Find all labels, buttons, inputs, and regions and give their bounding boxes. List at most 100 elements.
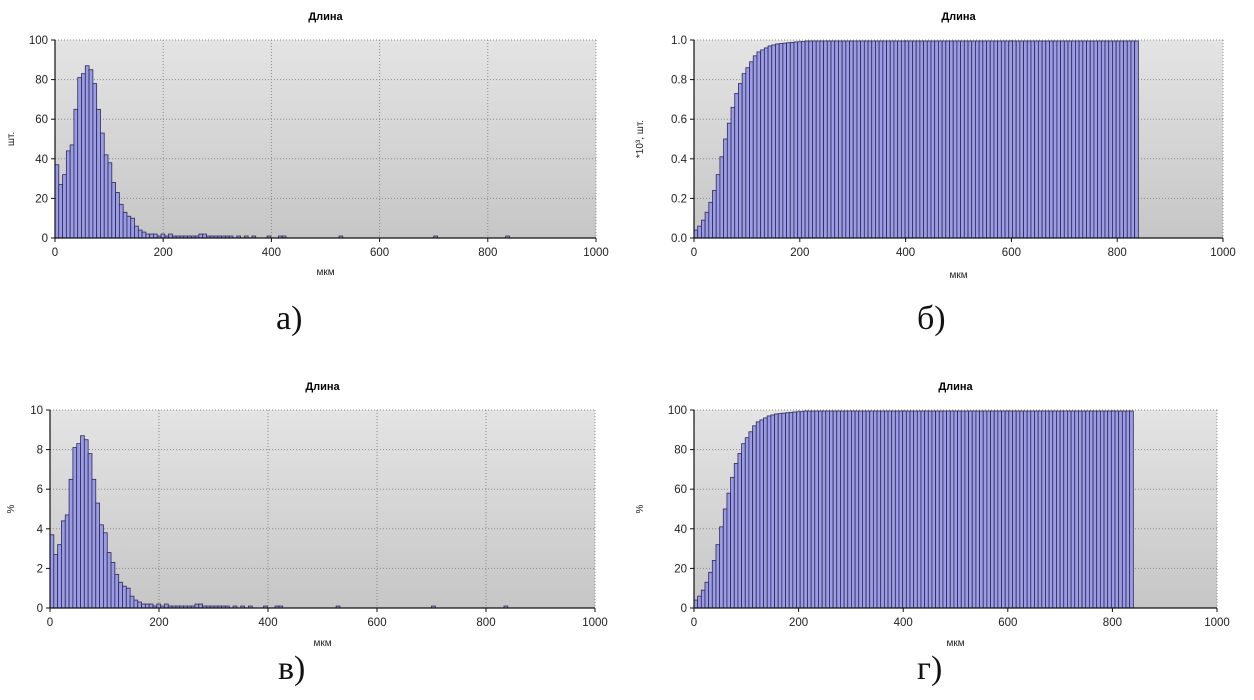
cumulative-bar [719,156,725,239]
histogram-a: 0 200 400 600 800 1000 0 20 40 60 80 100 Длина мкм шт. [6,11,609,278]
caption-v: в) [278,650,306,687]
cumulative-bar [1078,40,1084,239]
chart-panel-a: 0 200 400 600 800 1000 0 20 40 60 80 100 Длина мкм шт.… [0,0,627,337]
cumulative-bar [887,410,893,609]
x-tick-label: 400 [258,617,277,629]
cumulative-bar [1129,410,1134,609]
cumulative-bar [1078,410,1083,609]
cumulative-bar [1004,40,1010,239]
y-tick-label: 60 [35,114,48,126]
cumulative-bar [952,40,958,239]
cumulative-bar [971,410,977,609]
bar [91,478,97,609]
cumulative-bar [797,41,802,239]
x-tick-label: 1000 [582,617,608,629]
cumulative-bar [774,413,779,609]
cumulative-bar [752,55,758,239]
cumulative-bar [807,410,812,609]
x-tick-label: 0 [691,617,697,629]
cumulative-bar [997,410,1002,609]
cumulative-bar [945,40,950,239]
x-tick-label: 200 [789,617,808,629]
x-tick-label: 1000 [583,247,609,259]
cumulative-bar [808,40,813,239]
cumulative-bar [971,40,976,239]
cumulative-bar [909,410,915,609]
cumulative-bar [912,40,917,239]
cumulative-bar [979,410,984,609]
cumulative-bar [1115,40,1121,239]
y-tick-label: 80 [674,445,687,457]
y-tick-label: 60 [674,484,687,496]
x-axis-label: мкм [946,638,964,649]
cumulative-bar [1070,410,1076,609]
bar [64,514,70,609]
cumulative-bar [775,43,780,239]
cumulative-bar [1000,40,1006,239]
cumulative-bar [821,410,827,609]
cumulative-bar [763,417,768,609]
cumulative-bar [788,411,794,609]
bar [100,132,105,239]
cumulative-bar [963,40,969,239]
cumulative-bar [1049,40,1054,239]
y-tick-label: 40 [35,154,48,166]
bar [107,162,113,239]
cumulative-bar [1019,410,1024,609]
bar [81,73,86,239]
cumulative-bar [745,67,750,239]
cumulative-bar [863,40,869,239]
cumulative-bar [697,225,702,239]
cumulative-bar [1067,410,1072,609]
cumulative-bar [916,410,922,609]
y-tick-label: 4 [37,524,44,536]
bar [141,231,147,239]
cumulative-bar [1052,40,1058,239]
bar [126,215,132,239]
cumulative-bar [919,40,924,239]
cumulative-bar [1119,40,1124,239]
cumulative-bar [960,410,966,609]
y-tick-label: 0.0 [671,233,687,245]
cumulative-bar [871,40,876,239]
cumulative-bar [957,410,962,609]
cumulative-bar [701,219,706,239]
x-tick-label: 600 [1002,247,1021,259]
y-tick-label: 0.6 [671,114,687,126]
cumulative-bar [1023,40,1028,239]
cumulative-bar [930,40,936,239]
cumulative-bar [836,410,841,609]
bar [103,154,109,239]
bar [62,174,67,239]
x-tick-label: 600 [370,247,389,259]
cumulative-bar [1041,410,1046,609]
cumulative-bar [905,410,911,609]
cumulative-bar [927,410,933,609]
y-tick-label: 20 [35,193,48,205]
y-tick-label: 20 [674,563,687,575]
bar [53,554,59,609]
cumulative-bar [712,190,717,239]
plot-area [55,40,596,238]
cumulative-bar [1092,410,1098,609]
bar [118,581,123,609]
cumulative-bar [931,410,937,609]
cumulative-bar [1026,410,1032,609]
cumulative-bar [869,410,874,609]
x-tick-label: 0 [47,617,53,629]
y-axis-label: шт. [6,132,17,146]
cumulative-bar [968,410,973,609]
cumulative-bar [838,40,843,239]
cumulative-bar [737,453,742,609]
cumulative-bar [799,411,805,609]
cumulative-bar [967,40,973,239]
cumulative-bar [935,410,940,609]
cumulative-bar [812,40,817,239]
x-tick-label: 800 [478,247,497,259]
cumulative-bar [763,47,769,239]
bar [99,524,104,609]
cumulative-bar [825,410,830,609]
cumulative-bar [792,411,797,609]
cumulative-bar [926,40,932,239]
cumulative-bar [756,51,762,239]
